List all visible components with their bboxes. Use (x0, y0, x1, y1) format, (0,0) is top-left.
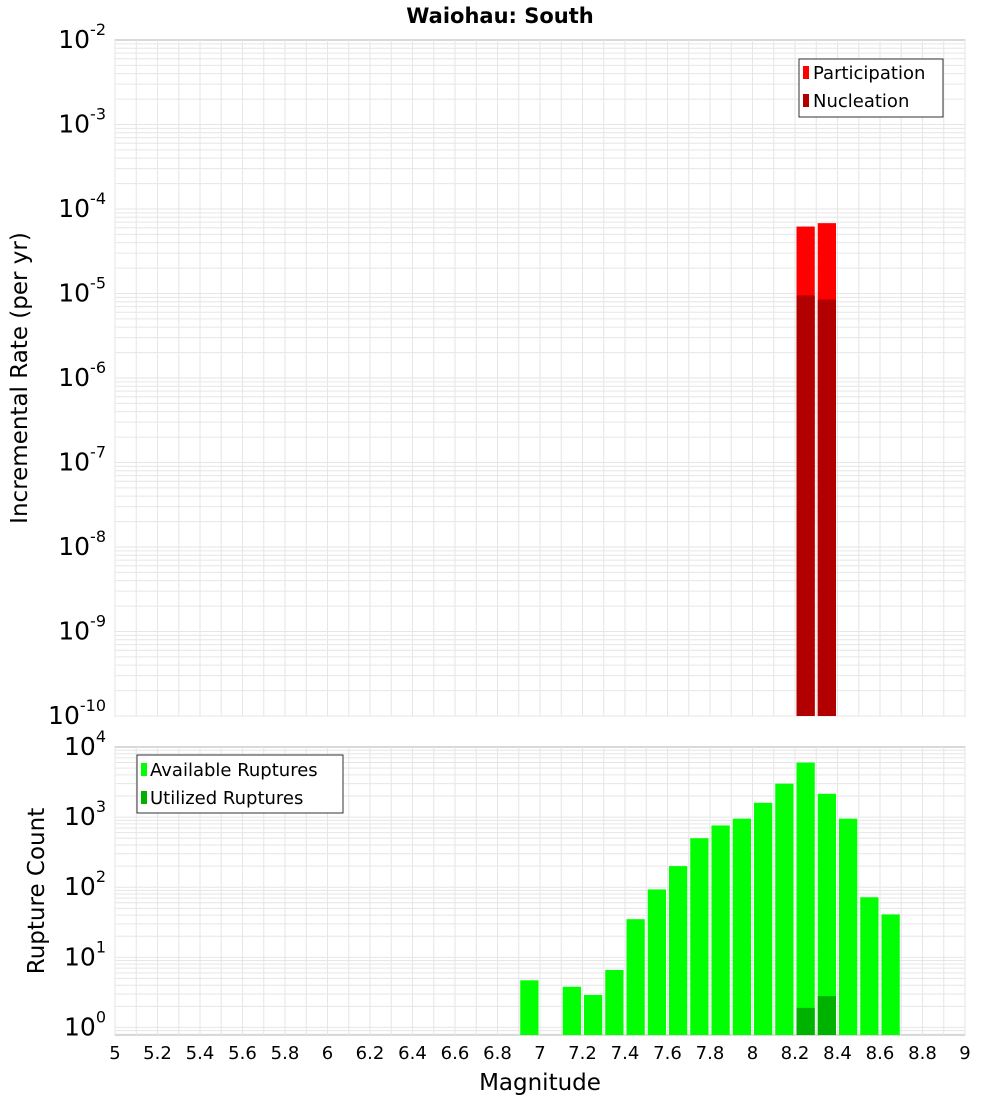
top-legend: Participation Nucleation (798, 58, 944, 118)
x-tick-label: 6.8 (483, 1043, 512, 1064)
top-y-tick-label: 10-10 (48, 696, 106, 730)
x-tick-label: 7.4 (611, 1043, 640, 1064)
x-tick-label: 8.8 (908, 1043, 937, 1064)
count-bar-available-ruptures (605, 969, 624, 1035)
x-tick-label: 6.4 (398, 1043, 427, 1064)
count-bar-available-ruptures (732, 818, 751, 1035)
count-bar-utilized-ruptures (817, 996, 836, 1035)
x-tick-label: 7.6 (653, 1043, 682, 1064)
count-bar-available-ruptures (647, 889, 666, 1035)
count-bar-available-ruptures (562, 986, 581, 1035)
bottom-legend-box (136, 754, 344, 814)
count-bar-available-ruptures (775, 783, 794, 1035)
x-tick-label: 6.2 (356, 1043, 385, 1064)
legend-swatch-nucleation (803, 94, 809, 107)
bottom-y-tick-label: 104 (64, 727, 106, 761)
top-y-tick-label: 10-9 (58, 612, 106, 646)
legend-label-utilized: Utilized Ruptures (150, 788, 303, 809)
top-y-tick-label: 10-3 (58, 105, 106, 139)
x-tick-label: 5.8 (271, 1043, 300, 1064)
x-tick-labels: 5 5.2 5.4 5.6 5.8 6 6.2 6.4 6.6 6.8 7 7.2 7.4 7.6 7.8 8… (109, 1043, 970, 1064)
x-tick-label: 8.2 (781, 1043, 810, 1064)
top-y-tick-label: 10-7 (58, 443, 106, 477)
count-bar-available-ruptures (520, 980, 539, 1035)
x-tick-label: 5.6 (228, 1043, 257, 1064)
count-bar-available-ruptures (860, 897, 879, 1035)
x-tick-label: 7.2 (568, 1043, 597, 1064)
x-tick-label: 7 (534, 1043, 545, 1064)
legend-swatch-utilized (141, 791, 147, 804)
top-y-tick-labels: 10-10 10-9 10-8 10-7 10-6 10-5 10-4 10-3 10-2 (48, 20, 106, 730)
bottom-panel: 100 101 102 103 104 5 5.2 5.4 5.6 5.8 6 6.2 6.4 6.6 6… (24, 727, 971, 1096)
bottom-y-tick-label: 101 (64, 937, 106, 971)
bottom-y-tick-label: 103 (64, 797, 106, 831)
count-bar-utilized-ruptures (796, 1007, 815, 1035)
legend-label-participation: Participation (813, 63, 925, 84)
x-tick-label: 8 (747, 1043, 758, 1064)
bottom-y-tick-label: 102 (64, 867, 106, 901)
top-y-axis-label: Incremental Rate (per yr) (7, 232, 33, 524)
x-tick-label: 7.8 (696, 1043, 725, 1064)
legend-label-nucleation: Nucleation (813, 91, 909, 112)
count-bar-available-ruptures (584, 995, 603, 1035)
x-tick-label: 5.4 (186, 1043, 215, 1064)
legend-swatch-available (141, 763, 147, 776)
x-tick-label: 6.6 (441, 1043, 470, 1064)
rate-bar-nucleation (817, 299, 836, 716)
count-bar-available-ruptures (796, 762, 815, 1035)
rate-bar-nucleation (796, 295, 815, 716)
top-y-tick-label: 10-8 (58, 527, 106, 561)
top-y-tick-label: 10-6 (58, 358, 106, 392)
top-y-tick-label: 10-5 (58, 274, 106, 308)
x-axis-label: Magnitude (479, 1070, 601, 1096)
count-bar-available-ruptures (669, 866, 688, 1035)
bottom-legend: Available Ruptures Utilized Ruptures (136, 754, 344, 814)
bottom-y-axis-label: Rupture Count (24, 808, 50, 974)
top-panel: 10-10 10-9 10-8 10-7 10-6 10-5 10-4 10-3 10-2 In… (7, 20, 966, 730)
count-bar-available-ruptures (754, 802, 773, 1035)
legend-label-available: Available Ruptures (150, 760, 318, 781)
legend-swatch-participation (803, 66, 809, 79)
x-tick-label: 8.4 (823, 1043, 852, 1064)
x-tick-label: 5 (109, 1043, 120, 1064)
top-bars (796, 223, 836, 716)
count-bar-available-ruptures (690, 838, 709, 1035)
count-bar-available-ruptures (626, 919, 645, 1035)
x-tick-label: 8.6 (866, 1043, 895, 1064)
chart-title: Waiohau: South (406, 4, 593, 28)
top-grid (114, 40, 966, 717)
x-tick-label: 5.2 (143, 1043, 172, 1064)
bottom-bars (520, 762, 900, 1035)
count-bar-available-ruptures (711, 825, 730, 1035)
x-tick-label: 9 (959, 1043, 970, 1064)
top-y-tick-label: 10-2 (58, 20, 106, 54)
count-bar-available-ruptures (839, 818, 858, 1035)
bottom-y-tick-label: 100 (64, 1007, 106, 1041)
top-y-tick-label: 10-4 (58, 189, 106, 223)
count-bar-available-ruptures (881, 914, 900, 1035)
bottom-y-tick-labels: 100 101 102 103 104 (64, 727, 106, 1041)
top-legend-box (798, 58, 944, 118)
x-tick-label: 6 (322, 1043, 333, 1064)
count-bar-available-ruptures (817, 793, 836, 1035)
